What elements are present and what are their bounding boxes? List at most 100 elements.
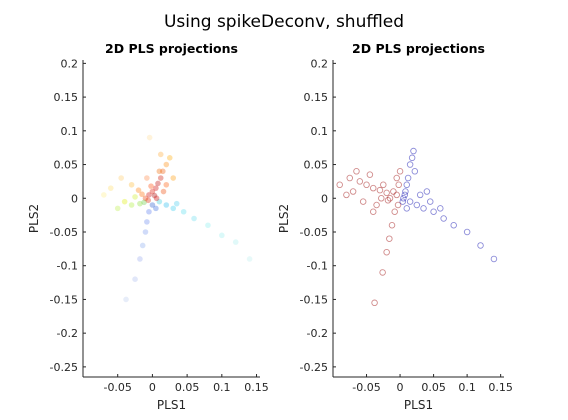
scatter-point [145,197,152,204]
scatter-point [205,222,211,229]
scatter-point [180,208,187,215]
scatter-point [137,256,143,262]
scatter-point [128,181,135,188]
scatter-point [477,242,484,249]
scatter-point [144,219,150,225]
y-tick-label: 0.2 [61,57,79,70]
scatter-point [137,200,143,207]
scatter-point [450,221,457,229]
scatter-point [353,168,360,175]
plot-title: 2D PLS projections [105,41,238,56]
scatter-point [388,221,396,229]
scatter-point [410,147,417,155]
scatter-point [156,168,163,175]
scatter-point [366,171,374,178]
scatter-point [142,229,149,235]
x-tick-label: 0.1 [458,381,476,394]
x-tick-label: -0.05 [352,381,380,394]
scatter-point [163,181,170,188]
y-tick-label: 0.05 [304,159,329,172]
scatter-point [426,198,434,205]
y-tick-label: -0.05 [50,226,78,239]
scatter-point [118,175,124,181]
scatter-point [343,191,350,199]
scatter-point [383,189,390,197]
scatter-point [420,205,427,212]
scatter-point [393,191,400,199]
scatter-point [173,200,180,207]
scatter-point [144,175,150,181]
scatter-point [141,199,147,206]
x-tick-label: 0.05 [421,381,446,394]
y-tick-label: -0.15 [300,293,328,306]
y-tick-label: 0.15 [304,91,329,104]
right-plot: 2D PLS projections -0.05 0 0.05 0.1 0.15 0.2 0.… [277,41,513,412]
scatter-point [153,195,160,202]
y-tick-label: 0.1 [311,125,329,138]
scatter-point [380,181,387,189]
scatter-point [219,232,225,239]
y-tick-label: -0.05 [300,226,328,239]
y-tick-label: -0.15 [50,293,78,306]
scatter-point [156,198,163,205]
scatter-point [386,195,394,202]
scatter-point [406,198,414,205]
y-axis-label: PLS2 [27,204,41,233]
scatter-point [386,235,393,242]
scatter-point [379,269,386,276]
scatter-points [101,134,253,303]
scatter-point [402,188,409,195]
scatter-point [153,185,159,191]
scatter-point [132,276,138,283]
scatter-point [395,181,402,189]
scatter-point [139,242,146,249]
scatter-point [148,183,154,189]
scatter-point [369,184,377,192]
scatter-point [384,197,392,204]
scatter-point [490,255,498,263]
scatter-point [155,180,161,187]
x-tick-label: -0.05 [103,381,131,394]
y-tick-label: -0.25 [300,361,328,374]
scatter-point [163,202,170,208]
scatter-point [400,195,407,202]
scatter-point [157,175,164,181]
scatter-point [107,185,114,191]
scatter-point [356,178,364,185]
y-tick-label: 0.15 [54,91,79,104]
x-axis-label: PLS1 [157,398,186,412]
y-tick-label: 0.05 [54,159,79,172]
scatter-point [101,192,107,198]
scatter-point [390,188,397,195]
plot-title: 2D PLS projections [352,41,485,56]
scatter-point [463,228,471,236]
scatter-point [437,205,444,212]
scatter-point [166,154,173,161]
scatter-point [153,205,159,212]
scatter-point [371,299,378,307]
scatter-point [399,198,406,205]
scatter-point [403,205,411,212]
scatter-point [132,194,138,200]
x-tick-label: 0.15 [244,381,269,394]
scatter-point [123,296,129,303]
y-tick-label: 0 [71,192,78,205]
scatter-point [163,161,170,168]
scatter-point [114,205,121,212]
x-tick-label: 0.15 [488,381,513,394]
scatter-point [383,248,390,256]
scatter-point [146,208,152,215]
scatter-point [139,191,145,198]
scatter-point [373,201,380,209]
scatter-point [406,161,414,168]
scatter-points [336,147,498,307]
y-tick-label: -0.1 [57,260,78,273]
scatter-point [146,192,152,198]
x-tick-label: 0.05 [175,381,200,394]
scatter-point [430,208,437,216]
scatter-point [146,134,153,141]
scatter-point [378,195,385,202]
scatter-point [191,215,197,222]
scatter-point [411,168,419,175]
scatter-point [393,174,400,182]
